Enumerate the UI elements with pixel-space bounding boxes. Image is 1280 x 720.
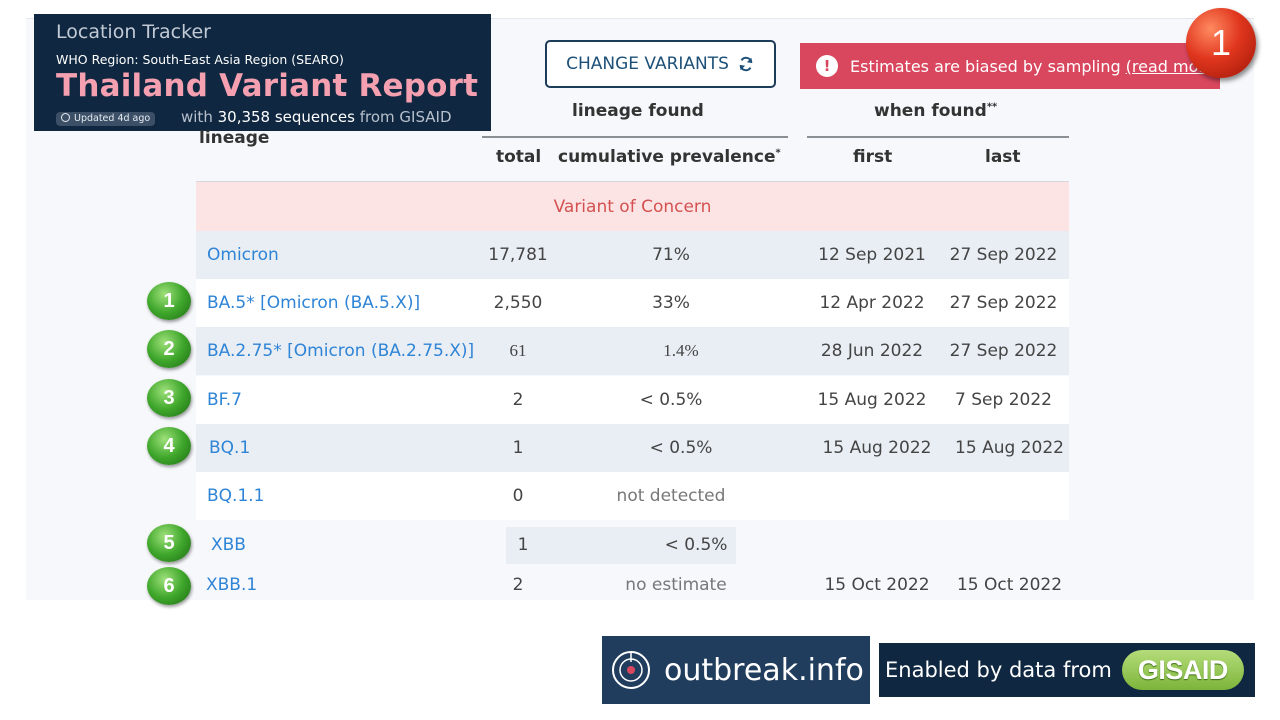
total-cell: 0 [512, 486, 524, 506]
step-badge: 3 [147, 379, 191, 417]
when-found-footnote-mark: ** [986, 101, 998, 113]
outbreak-info-text: outbreak.info [664, 652, 864, 688]
variant-table [196, 181, 1069, 182]
seq-count: 30,358 sequences [217, 108, 355, 126]
globe-icon [612, 651, 650, 689]
last-found-cell: 15 Aug 2022 [955, 438, 1064, 458]
xbb-highlight [506, 527, 736, 564]
col-first-header[interactable]: first [853, 147, 893, 167]
group-when-found-label: when found [874, 101, 987, 121]
change-variants-button[interactable]: CHANGE VARIANTS [545, 40, 776, 88]
sequence-count-line: with 30,358 sequences from GISAID [181, 108, 452, 126]
col-total-header[interactable]: total [496, 147, 542, 167]
section-variant-of-concern: Variant of Concern [196, 182, 1069, 231]
last-found-cell: 7 Sep 2022 [955, 390, 1052, 410]
first-found-cell: 15 Aug 2022 [817, 390, 927, 410]
last-found-cell: 27 Sep 2022 [949, 293, 1058, 313]
last-found-cell: 27 Sep 2022 [949, 341, 1058, 361]
total-cell: 2,550 [493, 293, 543, 313]
last-found-cell: 15 Oct 2022 [956, 575, 1063, 595]
table-row: Omicron 17,781 71% 12 Sep 2021 27 Sep 20… [196, 231, 1069, 279]
table-row: XBB 1 < 0.5% [196, 521, 1069, 569]
last-found-cell: 27 Sep 2022 [949, 245, 1058, 265]
step-badge: 6 [147, 567, 191, 605]
table-row: XBB.1 2 no estimate 15 Oct 2022 15 Oct 2… [196, 561, 1069, 609]
total-cell: 2 [512, 575, 524, 595]
col-last-header[interactable]: last [985, 147, 1021, 167]
lineage-link[interactable]: BA.2.75* [Omicron (BA.2.75.X)] [207, 341, 475, 361]
step-badge: 1 [147, 282, 191, 320]
gisaid-logo: GISAID [1121, 650, 1244, 690]
first-found-cell: 12 Sep 2021 [818, 245, 926, 265]
prevalence-cell: 71% [652, 245, 690, 265]
prevalence-cell: < 0.5% [664, 535, 728, 555]
region-label: WHO Region: South-East Asia Region (SEAR… [56, 52, 344, 67]
lineage-link[interactable]: XBB.1 [206, 575, 258, 595]
seq-prefix: with [181, 108, 213, 126]
refresh-icon [739, 56, 753, 72]
col-prevalence-header[interactable]: cumulative prevalence* [558, 147, 781, 167]
table-row: BQ.1 1 < 0.5% 15 Aug 2022 15 Aug 2022 [196, 424, 1069, 472]
total-cell: 2 [512, 390, 524, 410]
group-when-found: when found** [874, 101, 997, 121]
updated-badge: Updated 4d ago [56, 112, 156, 126]
prevalence-cell: < 0.5% [649, 438, 713, 458]
slide-number-badge: 1 [1186, 8, 1256, 78]
table-row: BA.2.75* [Omicron (BA.2.75.X)] 61 1.4% 2… [196, 327, 1069, 375]
seq-suffix: from GISAID [359, 108, 452, 126]
group-lineage-found: lineage found [572, 101, 704, 121]
prevalence-cell: 33% [652, 293, 690, 313]
when-found-rule [807, 136, 1069, 138]
step-badge: 4 [147, 427, 191, 465]
last-found-cell [938, 472, 1069, 520]
total-cell: 1 [517, 535, 529, 555]
total-cell: 1 [512, 438, 524, 458]
table-row: BQ.1.1 0 not detected [196, 472, 1069, 520]
page-title: Thailand Variant Report [56, 68, 479, 104]
report-header: Location Tracker WHO Region: South-East … [34, 14, 491, 131]
lineage-link[interactable]: BF.7 [207, 390, 242, 410]
lineage-link[interactable]: BQ.1 [209, 438, 251, 458]
clock-icon [61, 113, 70, 122]
lineage-link[interactable]: BQ.1.1 [207, 486, 265, 506]
lineage-link[interactable]: BA.5* [Omicron (BA.5.X)] [207, 293, 421, 313]
step-badge: 5 [147, 524, 191, 562]
first-found-cell: 15 Oct 2022 [824, 575, 930, 595]
enabled-by-text: Enabled by data from [885, 658, 1112, 682]
step-badge: 2 [147, 330, 191, 368]
alert-text: Estimates are biased by sampling [850, 56, 1121, 76]
lineage-link[interactable]: Omicron [207, 245, 279, 265]
prevalence-cell: < 0.5% [639, 390, 703, 410]
total-cell: 61 [509, 341, 527, 360]
first-found-cell [806, 472, 938, 520]
change-variants-label: CHANGE VARIANTS [566, 54, 729, 74]
lineage-found-rule [482, 136, 788, 138]
prevalence-cell: 1.4% [663, 341, 699, 360]
table-row: BF.7 2 < 0.5% 15 Aug 2022 7 Sep 2022 [196, 376, 1069, 424]
updated-text: Updated 4d ago [74, 113, 151, 124]
exclamation-icon: ! [816, 55, 838, 77]
first-found-cell: 28 Jun 2022 [820, 341, 924, 361]
total-cell: 17,781 [488, 245, 548, 265]
col-lineage-header: lineage [199, 128, 270, 148]
gisaid-banner: Enabled by data from GISAID [879, 643, 1255, 697]
first-found-cell: 15 Aug 2022 [822, 438, 932, 458]
sampling-bias-alert: ! Estimates are biased by sampling (read… [800, 43, 1220, 89]
first-found-cell: 12 Apr 2022 [819, 293, 925, 313]
tracker-label: Location Tracker [56, 21, 211, 43]
prevalence-cell: no estimate [625, 575, 727, 595]
table-row: BA.5* [Omicron (BA.5.X)] 2,550 33% 12 Ap… [196, 279, 1069, 327]
lineage-link[interactable]: XBB [211, 535, 246, 555]
prevalence-footnote-mark: * [775, 147, 781, 159]
prevalence-cell: not detected [616, 486, 726, 506]
outbreak-info-logo: outbreak.info [602, 636, 870, 704]
col-prevalence-label: cumulative prevalence [558, 147, 776, 167]
